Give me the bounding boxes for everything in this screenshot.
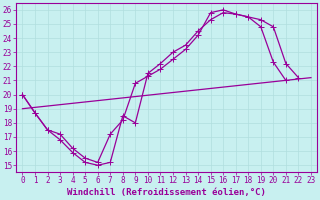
- X-axis label: Windchill (Refroidissement éolien,°C): Windchill (Refroidissement éolien,°C): [67, 188, 266, 197]
